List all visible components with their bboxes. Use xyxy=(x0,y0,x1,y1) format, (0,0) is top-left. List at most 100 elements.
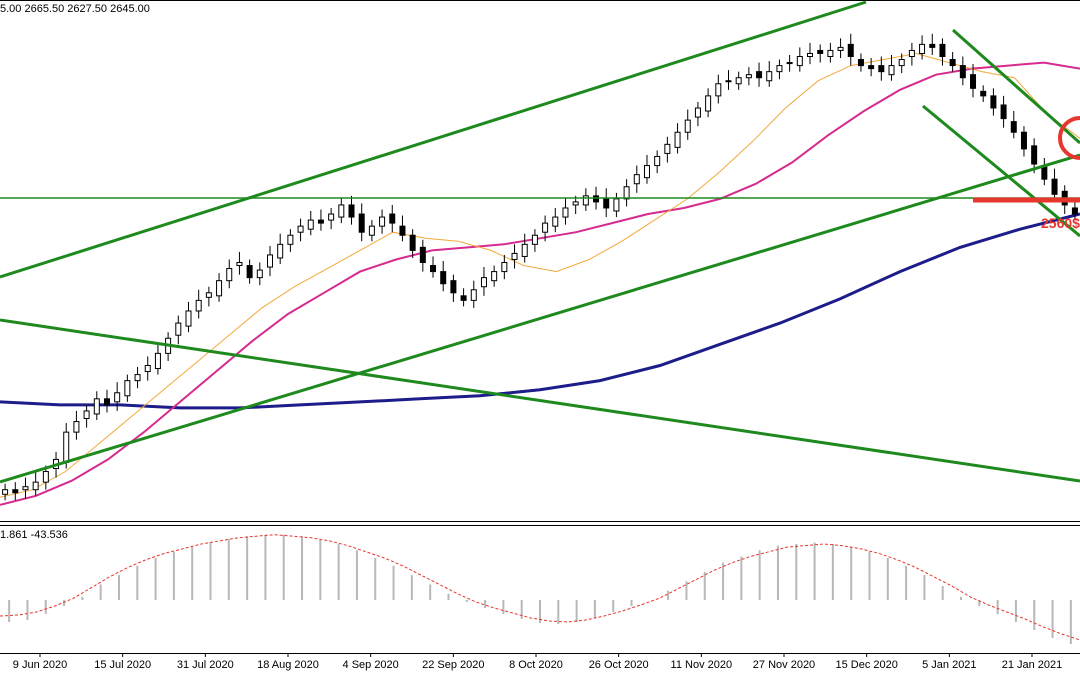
candlestick-body xyxy=(725,80,732,83)
candlestick-body xyxy=(776,65,783,73)
candlestick xyxy=(623,179,630,207)
candlestick xyxy=(389,204,396,233)
candlestick xyxy=(297,218,304,242)
oscillator-signal-line xyxy=(0,534,1080,641)
candlestick-body xyxy=(959,65,966,79)
candlestick-body xyxy=(664,143,671,154)
candlestick xyxy=(542,215,549,242)
candlestick xyxy=(756,62,763,87)
candlestick-body xyxy=(124,380,131,397)
candlestick xyxy=(399,215,406,242)
candlestick-body xyxy=(63,431,70,463)
candlestick-body xyxy=(246,265,253,279)
candlestick xyxy=(643,154,650,184)
candlestick-body xyxy=(1041,166,1048,180)
candlestick xyxy=(1071,200,1078,221)
candlestick xyxy=(827,42,834,63)
candlestick xyxy=(124,374,131,402)
candlestick xyxy=(134,367,141,389)
candlestick xyxy=(603,188,610,218)
highlight-circle xyxy=(1058,116,1080,160)
candlestick-body xyxy=(1071,207,1078,215)
candlestick xyxy=(1041,157,1048,186)
candlestick xyxy=(73,410,80,440)
candlestick-body xyxy=(766,71,773,82)
candlestick xyxy=(705,88,712,118)
candlestick xyxy=(990,88,997,116)
candlestick xyxy=(2,483,9,501)
candlestick-body xyxy=(175,322,182,336)
candlestick-body xyxy=(643,165,650,179)
candlestick xyxy=(103,389,110,413)
candlestick-body xyxy=(287,234,294,245)
candlestick-body xyxy=(216,280,223,297)
candlestick xyxy=(531,229,538,252)
candlestick xyxy=(929,33,936,55)
candlestick-body xyxy=(847,43,854,58)
candlestick xyxy=(154,342,161,375)
trendline-lower-channel xyxy=(0,153,1080,484)
candlestick xyxy=(908,42,915,66)
candlestick-body xyxy=(745,74,752,79)
candlestick xyxy=(715,74,722,104)
moving-average-slow xyxy=(0,212,1080,410)
candlestick-body xyxy=(368,225,375,236)
x-axis-tick-label: 15 Dec 2020 xyxy=(835,659,897,671)
candlestick-body xyxy=(185,310,192,327)
candlestick-body xyxy=(226,268,233,282)
x-axis-tick-label: 15 Jul 2020 xyxy=(94,659,151,671)
candlestick-body xyxy=(491,271,498,282)
candlestick-body xyxy=(939,43,946,58)
candlestick xyxy=(745,67,752,86)
candlestick xyxy=(246,259,253,284)
candlestick xyxy=(32,471,39,496)
moving-average-fast xyxy=(0,52,1080,498)
candlestick xyxy=(430,256,437,278)
trendline-wedge-top xyxy=(952,28,1080,145)
x-axis-tick-label: 22 Sep 2020 xyxy=(422,659,484,671)
candlestick xyxy=(786,54,793,72)
x-axis-tick-label: 4 Sep 2020 xyxy=(343,659,399,671)
candlestick xyxy=(338,197,345,224)
candlestick xyxy=(980,85,987,102)
x-axis-tick-label: 21 Jan 2021 xyxy=(1002,659,1063,671)
candlestick xyxy=(939,38,946,66)
candlestick-body xyxy=(450,280,457,294)
candlestick xyxy=(847,33,854,66)
candlestick xyxy=(1010,111,1017,139)
candlestick-body xyxy=(705,95,712,112)
candlestick-body xyxy=(12,489,19,494)
x-axis-tick-label: 27 Nov 2020 xyxy=(753,659,815,671)
candlestick xyxy=(725,70,732,90)
candlestick-body xyxy=(878,65,885,73)
candlestick xyxy=(236,251,243,275)
candlestick-body xyxy=(908,49,915,58)
candlestick-body xyxy=(317,219,324,224)
candlestick-body xyxy=(430,265,437,273)
candlestick-body xyxy=(654,155,661,167)
candlestick xyxy=(440,260,447,292)
candlestick xyxy=(735,71,742,90)
candlestick xyxy=(878,56,885,81)
candlestick xyxy=(664,136,671,163)
candlestick-body xyxy=(1000,104,1007,120)
candlestick-body xyxy=(480,277,487,288)
candlestick xyxy=(22,477,29,499)
candlestick-body xyxy=(949,59,956,67)
candlestick xyxy=(959,56,966,86)
x-axis-tick-label: 26 Oct 2020 xyxy=(589,659,649,671)
x-axis-tick-label: 5 Jan 2021 xyxy=(922,659,976,671)
candlestick-body xyxy=(409,234,416,251)
candlestick xyxy=(205,286,212,307)
candlestick-body xyxy=(267,254,273,268)
candlestick xyxy=(144,356,151,381)
candlestick xyxy=(317,209,324,231)
x-axis-tick-label: 31 Jul 2020 xyxy=(177,659,234,671)
candlestick-body xyxy=(970,74,977,89)
candlestick-body xyxy=(195,299,202,312)
candlestick-body xyxy=(990,95,997,109)
candlestick xyxy=(328,207,335,230)
candlestick xyxy=(195,289,202,319)
candlestick-body xyxy=(307,219,314,230)
